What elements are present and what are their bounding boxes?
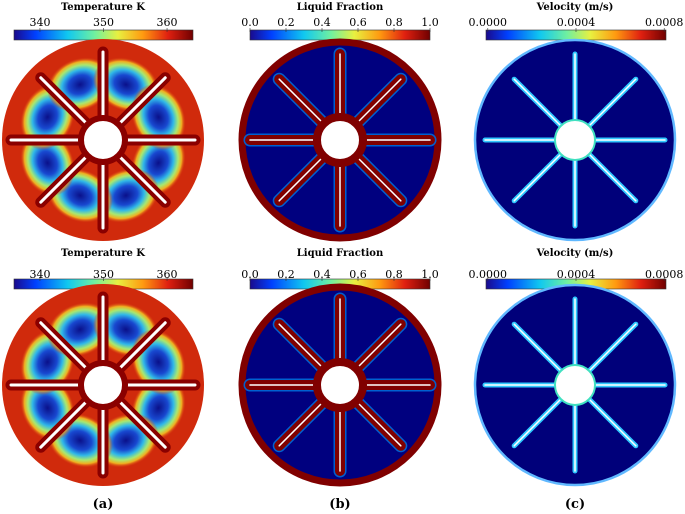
fin	[39, 321, 91, 373]
colorbar-tick-label: 0.0	[241, 16, 259, 29]
panel: Velocity (m/s) 0.0000 0.0004 0.0008	[469, 2, 684, 242]
fin	[115, 152, 167, 204]
colorbar-tick-label: 340	[29, 16, 50, 29]
hub	[78, 115, 128, 165]
colorbar-tick-label: 0.0004	[557, 268, 596, 281]
colorbar-tick-label: 0.2	[277, 268, 295, 281]
fin	[278, 323, 327, 372]
hub	[313, 113, 367, 167]
fin	[39, 152, 91, 204]
colorbar-title: Temperature K	[61, 248, 145, 259]
fin	[353, 323, 402, 372]
colorbar-tick-label: 0.8	[385, 16, 403, 29]
panel: Temperature K 340 350 360	[2, 248, 204, 486]
fin	[588, 78, 637, 127]
fin	[278, 78, 327, 127]
colorbar-title: Liquid Fraction	[297, 2, 384, 13]
fin	[513, 153, 562, 202]
fin	[588, 323, 637, 372]
colorbar-tick-label: 0.4	[313, 16, 331, 29]
fin	[278, 153, 327, 202]
panel: Temperature K 340 350 360	[2, 2, 204, 241]
panel: Velocity (m/s) 0.0000 0.0004 0.0008	[469, 248, 684, 487]
colorbar-tick-label: 0.0008	[645, 16, 684, 29]
fin	[513, 78, 562, 127]
fin	[353, 398, 402, 447]
colorbar-title: Liquid Fraction	[297, 248, 384, 259]
colorbar-tick-label: 0.0	[241, 268, 259, 281]
panel-label: (a)	[93, 497, 114, 512]
colorbar-tick-label: 0.0000	[469, 16, 508, 29]
fin	[513, 398, 562, 447]
hub	[554, 364, 596, 406]
colorbar-tick-label: 0.8	[385, 268, 403, 281]
fin	[278, 398, 327, 447]
fin	[39, 397, 91, 449]
colorbar-tick-label: 350	[93, 16, 114, 29]
panel-label: (c)	[565, 497, 585, 512]
colorbar-tick-label: 0.0000	[469, 268, 508, 281]
colorbar-tick-label: 0.0008	[645, 268, 684, 281]
fin	[513, 323, 562, 372]
colorbar-tick-label: 360	[157, 16, 178, 29]
fin	[353, 78, 402, 127]
panel: Liquid Fraction 0.0 0.2 0.4 0.6 0.8 1.0	[238, 248, 442, 487]
fin	[353, 153, 402, 202]
fin	[588, 153, 637, 202]
colorbar-title: Velocity (m/s)	[536, 248, 614, 259]
panel: Liquid Fraction 0.0 0.2 0.4 0.6 0.8 1.0	[238, 2, 442, 242]
fin	[39, 76, 91, 128]
colorbar-tick-label: 1.0	[421, 16, 439, 29]
colorbar-tick-label: 350	[93, 268, 114, 281]
hub	[313, 358, 367, 412]
colorbar-tick-label: 0.4	[313, 268, 331, 281]
colorbar-tick-label: 340	[29, 268, 50, 281]
fin	[588, 398, 637, 447]
colorbar-title: Temperature K	[61, 2, 145, 13]
fin	[115, 321, 167, 373]
fin	[115, 76, 167, 128]
hub	[78, 360, 128, 410]
colorbar-tick-label: 1.0	[421, 268, 439, 281]
colorbar-tick-label: 360	[157, 268, 178, 281]
panel-label: (b)	[329, 497, 350, 512]
colorbar-tick-label: 0.6	[349, 16, 367, 29]
hub	[554, 119, 596, 161]
colorbar-tick-label: 0.2	[277, 16, 295, 29]
colorbar-title: Velocity (m/s)	[536, 2, 614, 13]
colorbar-tick-label: 0.6	[349, 268, 367, 281]
colorbar-tick-label: 0.0004	[557, 16, 596, 29]
fin	[115, 397, 167, 449]
